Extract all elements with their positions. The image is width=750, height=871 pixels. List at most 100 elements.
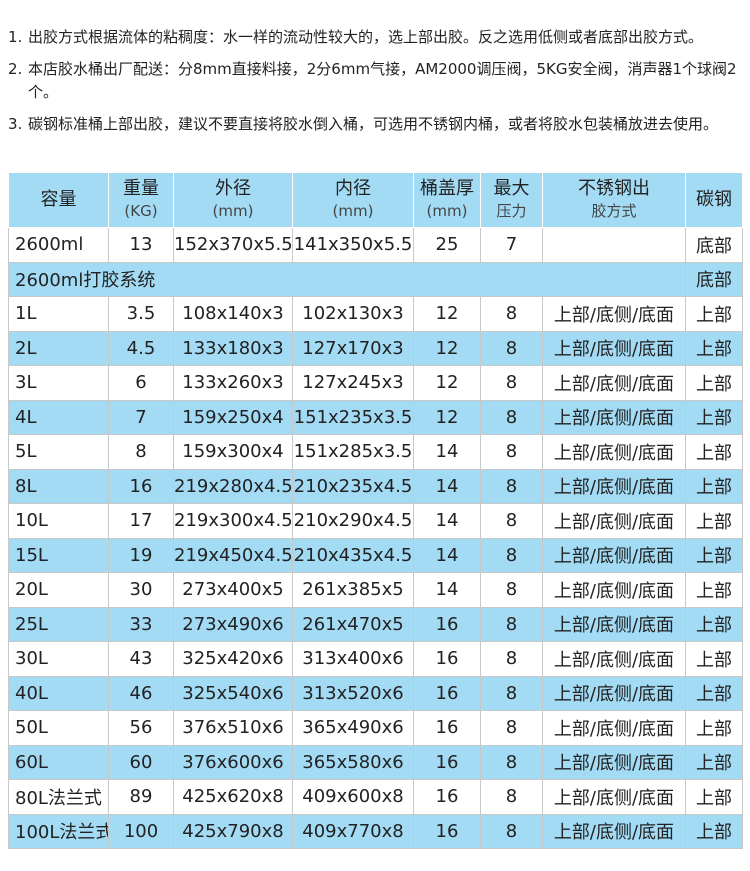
table-row: 5L 8 159x300x4 151x285x3.5 14 8 上部/底侧/底面 上部 — [8, 434, 743, 470]
cell: 16 — [413, 813, 481, 849]
cell: 8 — [480, 572, 543, 608]
column-header: 不锈钢出 胶方式 — [542, 172, 686, 228]
cell: 425x620x8 — [173, 779, 293, 815]
cell: 50L — [8, 710, 109, 746]
cell: 261x385x5 — [292, 572, 414, 608]
cell: 80L法兰式 — [8, 779, 109, 815]
header-line: (mm) — [212, 202, 254, 220]
table-row: 10L 17 219x300x4.5 210x290x4.5 14 8 上部/底侧/底面 上部 — [8, 503, 743, 539]
cell: 上部/底侧/底面 — [542, 399, 686, 435]
cell: 12 — [413, 399, 481, 435]
cell: 上部/底侧/底面 — [542, 468, 686, 504]
cell: 141x350x5.5 — [292, 227, 414, 263]
cell: 25L — [8, 606, 109, 642]
cell: 16 — [413, 606, 481, 642]
header-line: 胶方式 — [591, 202, 637, 220]
cell: 325x540x6 — [173, 675, 293, 711]
cell: 7 — [108, 399, 174, 435]
table-row: 80L法兰式 89 425x620x8 409x600x8 16 8 上部/底侧/底面 上部 — [8, 779, 743, 815]
cell: 14 — [413, 503, 481, 539]
cell: 159x300x4 — [173, 434, 293, 470]
cell: 219x280x4.5 — [173, 468, 293, 504]
table-row: 2L 4.5 133x180x3 127x170x3 12 8 上部/底侧/底面 上部 — [8, 330, 743, 366]
cell: 20L — [8, 572, 109, 608]
cell: 上部/底侧/底面 — [542, 330, 686, 366]
header-line: 重量 — [123, 178, 159, 199]
cell: 2L — [8, 330, 109, 366]
cell: 15L — [8, 537, 109, 573]
cell: 100 — [108, 813, 174, 849]
table-row: 2600ml打胶系统 底部 — [8, 261, 743, 297]
table-row: 8L 16 219x280x4.5 210x235x4.5 14 8 上部/底侧/底面 上部 — [8, 468, 743, 504]
cell: 上部/底侧/底面 — [542, 710, 686, 746]
cell: 43 — [108, 641, 174, 677]
header-line: (mm) — [332, 202, 374, 220]
cell: 上部 — [685, 399, 743, 435]
cell: 14 — [413, 572, 481, 608]
cell: 19 — [108, 537, 174, 573]
cell: 30 — [108, 572, 174, 608]
cell: 102x130x3 — [292, 296, 414, 332]
cell: 2600ml打胶系统 — [8, 261, 686, 297]
note-number: 3. — [8, 115, 23, 133]
cell: 6 — [108, 365, 174, 401]
note-number: 2. — [8, 60, 23, 78]
cell: 上部 — [685, 641, 743, 677]
column-header: 外径 (mm) — [173, 172, 293, 228]
table-row: 50L 56 376x510x6 365x490x6 16 8 上部/底侧/底面 上部 — [8, 710, 743, 746]
header-line: 容量 — [40, 189, 77, 210]
cell: 313x400x6 — [292, 641, 414, 677]
cell: 8 — [480, 365, 543, 401]
cell: 8 — [480, 434, 543, 470]
cell: 219x300x4.5 — [173, 503, 293, 539]
cell: 40L — [8, 675, 109, 711]
cell: 365x490x6 — [292, 710, 414, 746]
cell: 365x580x6 — [292, 744, 414, 780]
table-row: 3L 6 133x260x3 127x245x3 12 8 上部/底侧/底面 上部 — [8, 365, 743, 401]
cell: 上部/底侧/底面 — [542, 572, 686, 608]
cell: 210x235x4.5 — [292, 468, 414, 504]
column-header: 桶盖厚 (mm) — [413, 172, 481, 228]
cell: 89 — [108, 779, 174, 815]
column-header: 最大 压力 — [480, 172, 543, 228]
cell: 3.5 — [108, 296, 174, 332]
cell: 8L — [8, 468, 109, 504]
cell: 8 — [480, 468, 543, 504]
cell: 上部/底侧/底面 — [542, 744, 686, 780]
header-line: (mm) — [426, 202, 468, 220]
table-row: 2600ml 13 152x370x5.5 141x350x5.5 25 7 底部 — [8, 227, 743, 263]
cell: 25 — [413, 227, 481, 263]
header-line: 最大 — [493, 178, 530, 199]
cell: 4.5 — [108, 330, 174, 366]
note: 2. 本店胶水桶出厂配送：分8mm直接料接，2分6mm气接，AM2000调压阀，5… — [8, 58, 746, 104]
cell: 上部/底侧/底面 — [542, 503, 686, 539]
cell: 底部 — [685, 261, 743, 297]
cell: 上部 — [685, 779, 743, 815]
column-header: 内径 (mm) — [292, 172, 414, 228]
cell: 12 — [413, 296, 481, 332]
cell: 上部/底侧/底面 — [542, 675, 686, 711]
cell: 8 — [480, 779, 543, 815]
cell: 210x435x4.5 — [292, 537, 414, 573]
cell: 16 — [108, 468, 174, 504]
cell: 上部 — [685, 675, 743, 711]
cell: 376x600x6 — [173, 744, 293, 780]
cell: 33 — [108, 606, 174, 642]
cell: 210x290x4.5 — [292, 503, 414, 539]
cell: 12 — [413, 365, 481, 401]
cell: 219x450x4.5 — [173, 537, 293, 573]
cell: 133x260x3 — [173, 365, 293, 401]
cell: 273x400x5 — [173, 572, 293, 608]
cell: 上部 — [685, 572, 743, 608]
cell: 56 — [108, 710, 174, 746]
column-header: 重量 (KG) — [108, 172, 174, 228]
cell: 108x140x3 — [173, 296, 293, 332]
cell: 14 — [413, 468, 481, 504]
header-line: 桶盖厚 — [420, 178, 474, 199]
cell: 上部/底侧/底面 — [542, 779, 686, 815]
header-line: 压力 — [496, 202, 527, 220]
cell: 30L — [8, 641, 109, 677]
cell: 上部 — [685, 365, 743, 401]
cell: 上部 — [685, 710, 743, 746]
